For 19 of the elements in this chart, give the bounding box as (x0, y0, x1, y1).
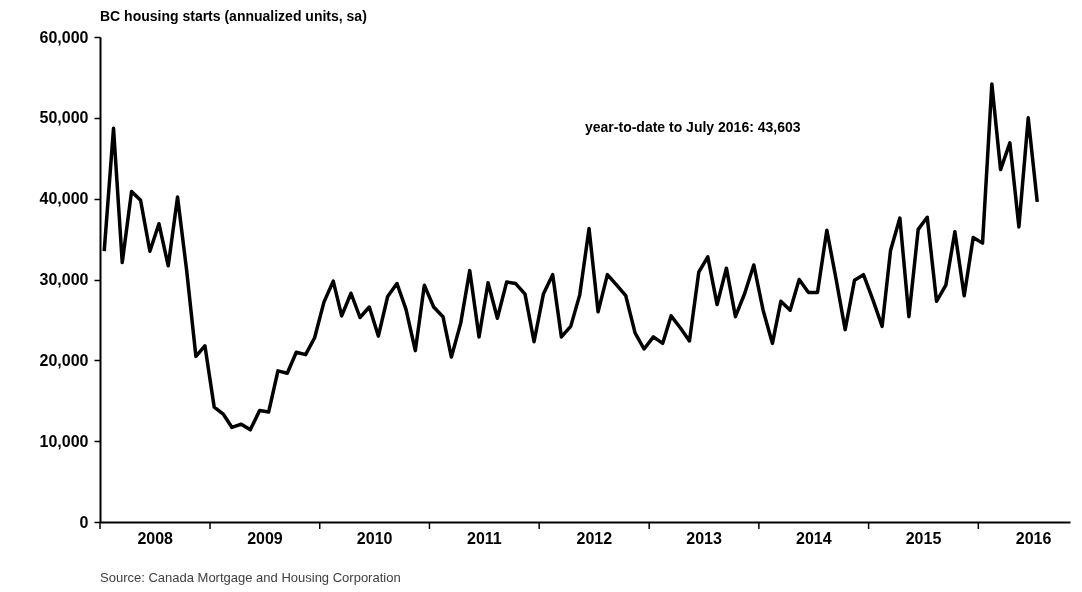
y-tick-label: 20,000 (39, 351, 89, 369)
y-tick-label: 40,000 (39, 190, 89, 208)
y-tick-label: 10,000 (39, 432, 89, 450)
x-tick-label: 2012 (576, 529, 613, 547)
x-tick-label: 2016 (1015, 529, 1052, 547)
x-tick-label: 2009 (247, 529, 283, 547)
y-tick-label: 30,000 (39, 271, 89, 288)
chart-title: BC housing starts (annualized units, sa) (100, 8, 367, 24)
x-tick-label: 2014 (796, 529, 832, 547)
y-tick-label: 60,000 (39, 28, 89, 46)
x-tick-label: 2008 (137, 529, 174, 547)
x-tick-label: 2015 (905, 529, 942, 547)
x-tick-label: 2011 (466, 529, 502, 547)
annotation: year-to-date to July 2016: 43,603 (585, 119, 801, 135)
y-tick-label: 0 (79, 513, 89, 531)
source-note: Source: Canada Mortgage and Housing Corporation (100, 570, 401, 585)
y-tick-label: 50,000 (39, 109, 89, 127)
x-tick-label: 2013 (686, 529, 722, 547)
x-tick-label: 2010 (356, 529, 393, 547)
